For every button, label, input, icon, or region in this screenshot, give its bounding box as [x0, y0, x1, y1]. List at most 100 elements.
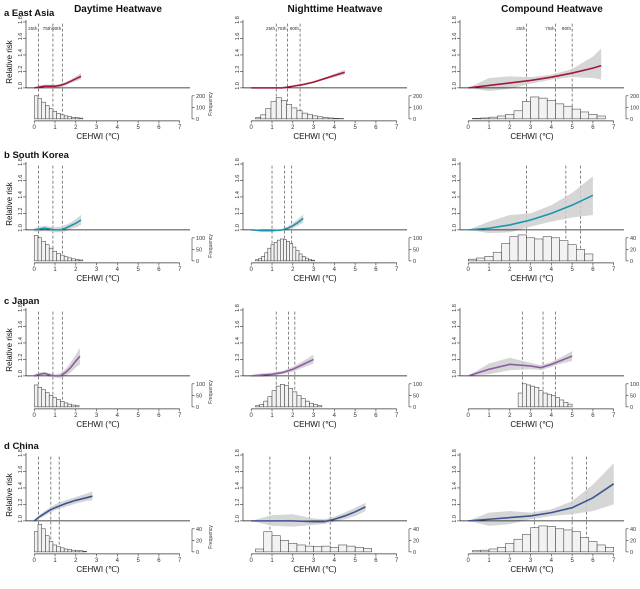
x-tick-label-r2p1: 5 — [136, 267, 140, 273]
ci-band-r2p2 — [251, 214, 304, 232]
hist-bar-r1p2 — [291, 107, 298, 120]
hist-tick-label-r1p2: 0 — [413, 117, 416, 123]
hist-bar-r1p2 — [307, 114, 313, 120]
hist-bar-r3p3 — [530, 385, 535, 408]
hist-tick-label-r2p3: 0 — [630, 259, 633, 265]
x-tick-label-r4p1: 5 — [136, 558, 140, 564]
hist-bar-r1p2 — [265, 108, 272, 120]
hist-tick-label-r3p2: 0 — [413, 405, 416, 411]
x-tick-label-r2p2: 7 — [395, 267, 399, 273]
rr-y-tick-label-r2p1: 1.6 — [18, 175, 24, 183]
row-label-2: b South Korea — [4, 150, 70, 161]
hist-bar-r3p2 — [284, 385, 289, 408]
hist-bar-r4p3 — [605, 547, 614, 553]
hist-tick-label-r4p1: 20 — [196, 538, 202, 544]
hist-bar-r3p3 — [538, 390, 544, 408]
hist-bar-r3p1 — [60, 401, 65, 408]
rr-y-tick-label-r2p3: 1.2 — [452, 208, 458, 216]
hist-bar-r4p3 — [472, 550, 481, 553]
hist-bar-r1p2 — [333, 118, 339, 120]
x-tick-label-r1p1: 3 — [95, 125, 99, 131]
x-tick-label-r1p3: 0 — [467, 125, 471, 131]
rr-y-tick-label-r4p3: 1.2 — [452, 499, 458, 507]
x-axis-label-r3p3: CEHWI (℃) — [510, 420, 554, 429]
x-tick-label-r3p3: 4 — [550, 413, 554, 419]
hist-bar-r4p3 — [580, 537, 590, 553]
hist-bar-r4p1 — [60, 547, 65, 553]
hist-bar-r3p2 — [259, 404, 264, 408]
hist-bar-r1p2 — [270, 101, 277, 120]
hist-bar-r4p3 — [530, 527, 540, 553]
percentile-label-r1p2: 25th — [266, 26, 276, 32]
x-tick-label-r1p2: 2 — [291, 125, 295, 131]
hist-bar-r4p3 — [522, 534, 531, 553]
percentile-label-r1p1: 25th — [28, 26, 38, 32]
rr-y-axis-label-r4p1: Relative risk — [5, 472, 14, 517]
hist-bar-r3p1 — [63, 402, 69, 408]
hist-bar-r1p2 — [301, 112, 308, 120]
hist-bar-r1p3 — [596, 115, 606, 120]
hist-bar-r3p2 — [292, 391, 298, 408]
ci-band-r1p3 — [468, 48, 602, 92]
hist-bar-r3p2 — [288, 388, 294, 408]
x-tick-label-r3p1: 7 — [178, 413, 182, 419]
x-tick-label-r3p2: 4 — [333, 413, 337, 419]
hist-bar-r1p2 — [275, 97, 282, 120]
hist-tick-label-r2p3: 20 — [630, 247, 636, 253]
x-tick-label-r1p3: 3 — [529, 125, 533, 131]
hist-bar-r1p3 — [530, 96, 540, 120]
hist-bar-r2p1 — [75, 259, 80, 262]
hist-bar-r2p1 — [41, 241, 46, 262]
hist-bar-r4p1 — [52, 544, 57, 553]
x-axis-label-r3p1: CEHWI (℃) — [76, 420, 120, 429]
hist-bar-r1p3 — [472, 118, 481, 120]
x-tick-label-r4p1: 3 — [95, 558, 99, 564]
x-tick-label-r4p1: 0 — [33, 558, 37, 564]
hist-bar-r2p3 — [467, 258, 477, 262]
hist-bar-r1p1 — [63, 115, 69, 120]
hist-bar-r3p1 — [71, 404, 76, 408]
hist-bar-r1p3 — [563, 105, 573, 120]
risk-curve-r3p1 — [33, 355, 81, 377]
hist-bar-r4p2 — [363, 548, 373, 553]
hist-bar-r3p1 — [33, 384, 39, 408]
hist-bar-r4p3 — [571, 531, 581, 553]
hist-bar-r4p1 — [33, 531, 39, 553]
x-tick-label-r1p2: 4 — [333, 125, 337, 131]
rr-y-tick-label-r2p1: 1.2 — [18, 208, 24, 216]
x-tick-label-r4p2: 6 — [374, 558, 378, 564]
hist-tick-label-r4p1: 0 — [196, 550, 199, 556]
hist-bar-r3p3 — [522, 383, 527, 408]
hist-bar-r4p2 — [271, 535, 281, 553]
rr-y-tick-label-r2p3: 1.8 — [452, 158, 458, 166]
hist-tick-label-r1p3: 0 — [630, 117, 633, 123]
x-tick-label-r4p1: 6 — [157, 558, 161, 564]
rr-y-tick-label-r3p1: 1.8 — [18, 304, 24, 312]
x-axis-label-r2p2: CEHWI (℃) — [293, 274, 337, 283]
rr-y-tick-label-r3p2: 1.2 — [235, 354, 241, 362]
hist-bar-r3p3 — [563, 402, 569, 408]
x-axis-label-r2p3: CEHWI (℃) — [510, 274, 554, 283]
rr-y-tick-label-r1p2: 1.4 — [235, 49, 241, 57]
x-tick-label-r3p1: 3 — [95, 413, 99, 419]
x-tick-label-r1p3: 1 — [487, 125, 491, 131]
hist-bar-r4p2 — [288, 542, 298, 553]
hist-bar-r1p3 — [571, 108, 581, 120]
hist-bar-r1p3 — [555, 103, 565, 120]
hist-bar-r4p1 — [48, 541, 54, 553]
x-tick-label-r1p2: 7 — [395, 125, 399, 131]
hist-bar-r1p3 — [497, 115, 506, 120]
column-title-3: Compound Heatwave — [501, 4, 603, 15]
x-tick-label-r2p3: 7 — [612, 267, 616, 273]
hist-axis-label-r4p1: Frequency — [208, 525, 214, 549]
rr-y-tick-label-r2p3: 1.4 — [452, 191, 458, 199]
hist-tick-label-r3p2: 100 — [413, 382, 422, 388]
hist-bar-r4p3 — [538, 525, 548, 553]
x-axis-label-r2p1: CEHWI (℃) — [76, 274, 120, 283]
hist-bar-r2p1 — [48, 247, 54, 262]
hist-bar-r2p3 — [542, 236, 552, 262]
x-tick-label-r4p1: 2 — [74, 558, 78, 564]
x-tick-label-r1p3: 2 — [508, 125, 512, 131]
x-tick-label-r3p2: 0 — [250, 413, 254, 419]
